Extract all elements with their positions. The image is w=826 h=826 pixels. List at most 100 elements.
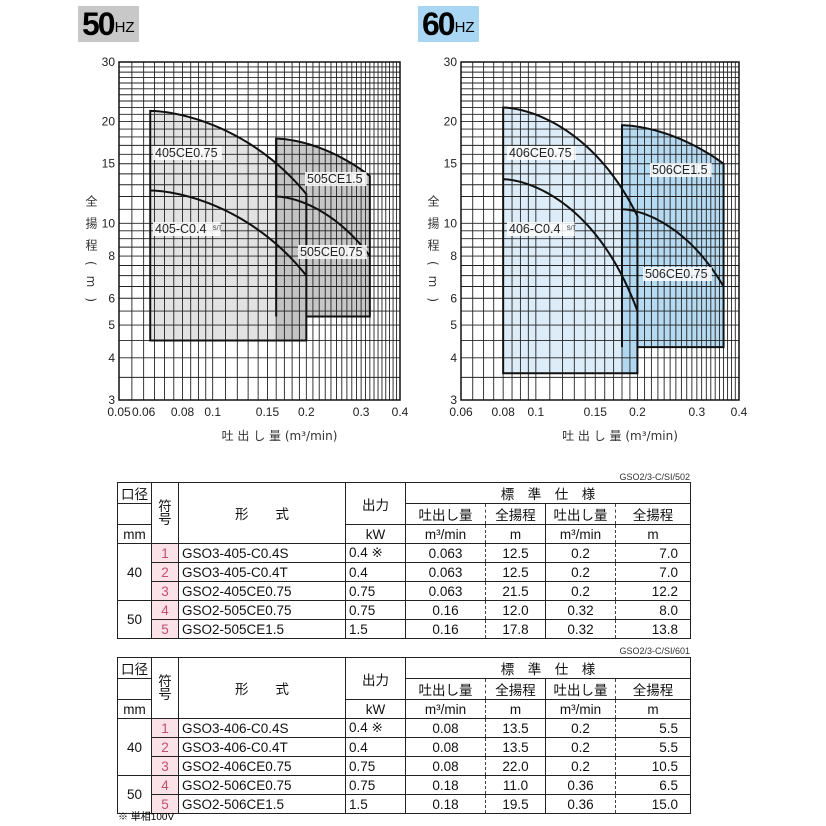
flow-cell: 0.063 [405,543,486,563]
x-tick-label: 0.3 [688,405,705,419]
head-cell: 12.5 [485,562,546,582]
y-tick-label: 8 [108,249,115,263]
x-tick-label: 0.4 [392,405,409,419]
model-cell: GSO3-405-C0.4S [178,543,346,563]
header-output: 出力 [345,482,406,525]
x-tick-label: 0.2 [629,405,646,419]
y-tick-label: 30 [444,55,458,69]
output-cell: 1.5 [345,619,406,639]
output-cell: 0.75 [345,581,406,601]
y-tick-label: 20 [102,115,116,129]
head-cell: 8.0 [615,600,691,620]
y-tick-label: 15 [444,157,458,171]
header-head: 全揚程 [615,503,691,525]
y-tick-label: 6 [450,291,457,305]
series-label-bg [153,222,221,236]
hz60-badge: 60 HZ [418,6,479,42]
hz50-unit: HZ [114,19,135,36]
header-flow: 吐出し量 [545,678,616,700]
flow-cell: 0.16 [405,619,486,639]
symbol-cell: 4 [151,600,179,620]
head-cell: 12.0 [485,600,546,620]
y-tick-label: 5 [108,318,115,332]
symbol-cell: 2 [151,562,179,582]
model-cell: GSO2-506CE1.5 [178,794,346,814]
model-cell: GSO3-405-C0.4T [178,562,346,582]
header-flow: 吐出し量 [545,503,616,525]
output-cell: 0.4 [345,737,406,757]
output-cell: 0.4 ※ [345,543,406,563]
head-cell: 7.0 [615,543,691,563]
head-cell: 12.2 [615,581,691,601]
table-row: 40 1 GSO3-406-C0.4S 0.4 ※ 0.08 13.5 0.2 5… [117,718,691,776]
flow-cell: 0.2 [545,581,616,601]
table-row: 50 4 GSO2-505CE0.75 0.75 0.16 12.0 0.32 8… [117,600,691,639]
x-tick-label: 0.08 [171,405,195,419]
head-cell: 21.5 [485,581,546,601]
x-tick-label: 0.15 [256,405,280,419]
model-cell: GSO2-505CE1.5 [178,619,346,639]
footnote: ※ 単相100V [118,812,175,823]
flow-cell: 0.063 [405,562,486,582]
symbol-cell: 5 [151,619,179,639]
x-tick-label: 0.06 [132,405,156,419]
unit-flow: m³/min [405,699,486,719]
head-cell: 13.5 [485,737,546,757]
symbol-cell: 3 [151,581,179,601]
bore-cell: 40 [117,718,152,776]
flow-cell: 0.2 [545,737,616,757]
bore-cell: 40 [117,543,152,601]
model-cell: GSO2-505CE0.75 [178,600,346,620]
series-label-suffix: S/T [567,226,577,232]
y-tick-label: 6 [108,291,115,305]
spec-table-50hz: 口径 符号 形 式 出力 標 準 仕 様 吐出し量 全揚程 吐出し量 全揚程 mm… [117,482,691,639]
x-tick-label: 0.4 [731,405,748,419]
flow-cell: 0.08 [405,718,486,738]
x-axis-label: 吐 出 し 量 (m³/min) [562,429,678,443]
table2-code: GSO2/3-C/SI/601 [619,646,690,656]
flow-cell: 0.08 [405,737,486,757]
symbol-cell: 4 [151,775,179,795]
table-row: 3 GSO2-405CE0.75 0.75 0.063 21.5 0.2 12.… [118,581,691,601]
head-cell: 7.0 [615,562,691,582]
y-tick-label: 3 [108,393,115,407]
hz60-number: 60 [422,6,456,42]
flow-cell: 0.063 [405,581,486,601]
series-label-bg [153,146,222,160]
y-tick-label: 10 [444,216,458,230]
unit-flow: m³/min [545,524,616,544]
model-cell: GSO3-406-C0.4S [178,718,346,738]
series-label: 506CE0.75 [645,267,708,281]
chart-1: 406CE0.75 406-C0.4 S/T 506CE1.5 506CE0.75 0.0… [426,55,748,443]
y-axis-label: 全揚程(m) [84,194,98,313]
header-head: 全揚程 [485,503,546,525]
hz60-unit: HZ [454,19,475,36]
unit-head: m [615,699,691,719]
series-label-bg [507,146,576,160]
unit-kw: kW [345,699,406,719]
series-label: 405CE0.75 [155,146,218,160]
x-tick-label: 0.15 [584,405,608,419]
model-cell: GSO2-406CE0.75 [178,756,346,776]
output-cell: 0.4 [345,562,406,582]
head-cell: 10.5 [615,756,691,776]
y-tick-label: 4 [108,351,115,365]
output-cell: 0.75 [345,775,406,795]
symbol-cell: 5 [151,794,179,814]
flow-cell: 0.36 [545,775,616,795]
header-bore: 口径 [117,482,152,504]
head-cell: 6.5 [615,775,691,795]
flow-cell: 0.2 [545,718,616,738]
header-spec: 標 準 仕 様 [405,482,691,504]
series-label: 506CE1.5 [652,163,708,177]
y-tick-label: 20 [444,115,458,129]
head-cell: 5.5 [615,737,691,757]
curve-406CE0.75 [502,106,639,375]
table-row: 5 GSO2-506CE1.5 1.5 0.18 19.5 0.36 15.0 [118,794,691,814]
hz50-number: 50 [82,6,116,42]
unit-flow: m³/min [405,524,486,544]
plot-frame [460,61,740,401]
output-cell: 0.4 ※ [345,718,406,738]
symbol-cell: 3 [151,756,179,776]
output-cell: 1.5 [345,794,406,814]
